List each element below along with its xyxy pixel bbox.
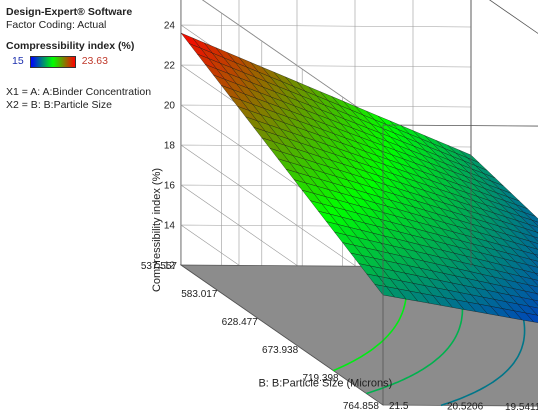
surface-cell	[520, 216, 538, 228]
surface-cell	[525, 245, 538, 256]
factor-coding: Factor Coding: Actual	[6, 19, 107, 31]
info-panel: Design-Expert® Software Factor Coding: A…	[6, 6, 151, 112]
surface-cell	[520, 297, 538, 309]
surface-cell	[529, 240, 538, 250]
factor-line-x2: X2 = B: B:Particle Size	[6, 99, 112, 111]
surface-cell	[529, 258, 538, 268]
legend-max-value: 23.63	[81, 55, 108, 67]
z-tick-label: 24	[164, 21, 176, 32]
surface-cell	[525, 312, 538, 323]
surface-cell	[534, 272, 538, 277]
x-tick-label: 20.5206	[447, 401, 484, 412]
legend-min-value: 15	[12, 55, 24, 67]
factor-list: X1 = A: A:Binder Concentration X2 = B: B…	[6, 86, 151, 112]
z-tick-label: 18	[164, 141, 176, 152]
surface-cell	[522, 269, 538, 281]
surface-cell	[519, 275, 538, 288]
factor-line-x1: X1 = A: A:Binder Concentration	[6, 86, 152, 98]
y-tick-label: 673.938	[262, 345, 299, 356]
response-title: Compressibility index (%)	[6, 40, 135, 52]
z-tick-label: 20	[164, 101, 176, 112]
z-tick-label: 14	[164, 221, 176, 232]
z-gridline	[202, 0, 384, 126]
top-cage-edge	[382, 0, 538, 127]
y-tick-label: 764.858	[343, 401, 380, 412]
surface-cell	[533, 253, 538, 259]
x-tick-label: 21.5	[389, 401, 409, 412]
y-axis-title: B: B:Particle Size (Microns)	[258, 378, 392, 390]
surface-cell	[524, 290, 538, 302]
surface-cell	[527, 284, 538, 295]
z-axis-title: Compressibility index (%)	[151, 168, 163, 292]
surface-cell	[531, 278, 538, 286]
z-tick-label: 22	[164, 61, 176, 72]
surface-cell	[518, 255, 538, 268]
surface-cell	[521, 232, 538, 244]
y-tick-label: 537.557	[141, 261, 178, 272]
surface-cell	[524, 228, 538, 239]
surface-cell	[521, 250, 538, 262]
surface-cell	[523, 212, 538, 223]
surface-cell	[532, 299, 538, 306]
app-name: Design-Expert® Software	[6, 6, 133, 18]
surface-cell	[528, 305, 538, 316]
surface-cell	[526, 264, 538, 275]
z-tick-label: 16	[164, 181, 176, 192]
floor-contour-line	[440, 299, 526, 407]
color-legend: 15 23.63	[12, 55, 151, 68]
x-tick-label: 19.5411	[505, 402, 538, 413]
surface-cell	[533, 236, 538, 242]
z-tick-label: 12	[164, 261, 176, 272]
y-tick-label: 628.477	[222, 317, 259, 328]
legend-color-bar	[29, 55, 76, 68]
surface-cell	[528, 224, 538, 233]
y-tick-label: 719.398	[302, 373, 339, 384]
y-tick-label: 583.017	[181, 289, 218, 300]
